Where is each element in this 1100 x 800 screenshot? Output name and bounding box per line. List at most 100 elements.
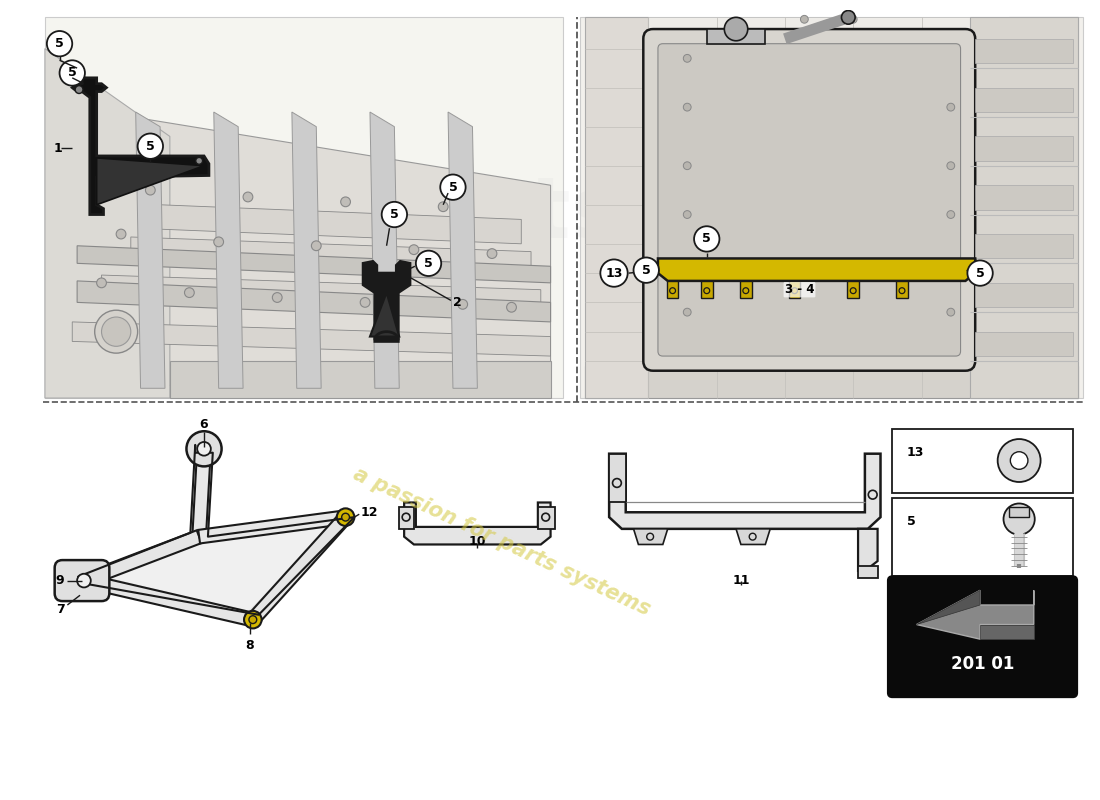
Circle shape	[197, 442, 211, 456]
Polygon shape	[198, 510, 346, 543]
Circle shape	[438, 202, 448, 211]
Polygon shape	[740, 281, 751, 298]
Polygon shape	[858, 566, 878, 578]
Circle shape	[947, 308, 955, 316]
Polygon shape	[82, 574, 254, 626]
Text: 7: 7	[56, 603, 65, 616]
Text: 5: 5	[425, 257, 433, 270]
Polygon shape	[658, 258, 976, 281]
Polygon shape	[707, 29, 766, 44]
Circle shape	[75, 86, 82, 94]
Circle shape	[683, 259, 691, 267]
Circle shape	[416, 250, 441, 276]
Polygon shape	[45, 18, 563, 398]
Circle shape	[382, 202, 407, 227]
Polygon shape	[77, 246, 551, 283]
Text: 6: 6	[200, 418, 208, 431]
Polygon shape	[73, 322, 551, 356]
Circle shape	[138, 134, 163, 159]
Text: 3 - 4: 3 - 4	[784, 283, 814, 296]
Circle shape	[967, 261, 993, 286]
Polygon shape	[77, 281, 551, 322]
Circle shape	[273, 293, 282, 302]
Polygon shape	[81, 530, 201, 587]
Circle shape	[487, 249, 497, 258]
Text: 2: 2	[453, 296, 462, 309]
Circle shape	[634, 258, 659, 283]
Circle shape	[101, 317, 131, 346]
Circle shape	[601, 259, 628, 286]
Polygon shape	[580, 18, 1082, 398]
Polygon shape	[404, 502, 551, 545]
Polygon shape	[1010, 18, 1078, 398]
Polygon shape	[976, 137, 1072, 161]
Text: a passion for parts systems: a passion for parts systems	[350, 464, 653, 619]
Polygon shape	[585, 18, 648, 398]
Circle shape	[440, 174, 465, 200]
Polygon shape	[736, 529, 770, 545]
Polygon shape	[858, 529, 878, 571]
Text: 11: 11	[733, 574, 750, 587]
Circle shape	[95, 310, 138, 353]
Circle shape	[249, 616, 256, 623]
Text: 12: 12	[360, 506, 377, 518]
Text: 1: 1	[53, 142, 62, 154]
Polygon shape	[192, 449, 211, 537]
Polygon shape	[701, 281, 713, 298]
Polygon shape	[585, 366, 1078, 398]
Circle shape	[47, 31, 73, 56]
Polygon shape	[538, 507, 556, 529]
Text: 5: 5	[976, 266, 984, 279]
Circle shape	[59, 60, 85, 86]
Polygon shape	[169, 361, 551, 398]
Polygon shape	[448, 112, 477, 388]
Polygon shape	[609, 454, 626, 502]
Circle shape	[947, 210, 955, 218]
Circle shape	[683, 308, 691, 316]
Polygon shape	[980, 625, 1034, 639]
Polygon shape	[976, 283, 1072, 307]
Circle shape	[1003, 503, 1035, 534]
Circle shape	[849, 15, 857, 23]
Polygon shape	[292, 112, 321, 388]
Polygon shape	[131, 237, 531, 273]
Polygon shape	[73, 107, 551, 386]
Text: 5: 5	[68, 66, 77, 79]
Circle shape	[683, 210, 691, 218]
Polygon shape	[135, 112, 165, 388]
Circle shape	[244, 611, 262, 629]
Polygon shape	[370, 293, 399, 337]
Polygon shape	[976, 39, 1072, 63]
Text: 13: 13	[605, 266, 623, 279]
Circle shape	[683, 103, 691, 111]
Bar	[892, 498, 1072, 576]
Polygon shape	[634, 529, 668, 545]
Text: 10: 10	[469, 535, 486, 548]
Circle shape	[360, 298, 370, 307]
Polygon shape	[45, 49, 169, 398]
Polygon shape	[370, 112, 399, 388]
Circle shape	[337, 508, 354, 526]
Circle shape	[458, 299, 468, 310]
Polygon shape	[609, 454, 880, 529]
Circle shape	[196, 158, 202, 164]
Polygon shape	[976, 88, 1072, 112]
Polygon shape	[101, 275, 541, 307]
Circle shape	[683, 162, 691, 170]
FancyBboxPatch shape	[658, 44, 960, 356]
Polygon shape	[789, 281, 801, 298]
Polygon shape	[976, 186, 1072, 210]
Circle shape	[998, 439, 1041, 482]
Polygon shape	[399, 507, 414, 529]
Text: 5: 5	[390, 208, 398, 221]
Bar	[892, 430, 1072, 493]
Polygon shape	[363, 262, 410, 342]
Circle shape	[947, 162, 955, 170]
Polygon shape	[585, 18, 1078, 398]
Text: 9: 9	[56, 574, 65, 587]
Polygon shape	[896, 281, 907, 298]
Circle shape	[243, 192, 253, 202]
Text: 8: 8	[245, 639, 254, 652]
Circle shape	[341, 197, 351, 206]
Polygon shape	[847, 281, 859, 298]
